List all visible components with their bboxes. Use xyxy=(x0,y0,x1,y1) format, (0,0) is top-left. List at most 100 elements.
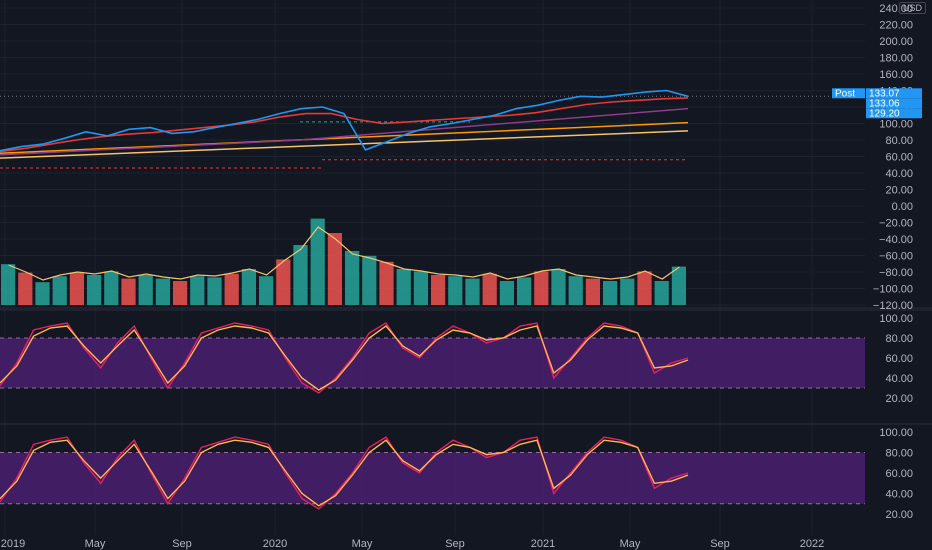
stoch1-tick-label: 60.00 xyxy=(885,353,913,365)
stoch2-tick-label: 80.00 xyxy=(885,448,913,460)
volume-bar xyxy=(534,271,549,305)
volume-bar xyxy=(155,278,170,305)
volume-bar xyxy=(362,255,377,305)
stochastic-pane-1[interactable] xyxy=(0,322,865,394)
volume-average-line xyxy=(8,226,680,281)
stochastic-d-line xyxy=(0,439,689,507)
moving-average-purple xyxy=(0,107,689,156)
volume-bar xyxy=(18,272,33,305)
price-tick-label: 160.00 xyxy=(879,69,913,81)
volume-bar xyxy=(654,281,669,305)
price-tick-label: 80.00 xyxy=(885,135,913,147)
volume-bar xyxy=(52,276,67,305)
price-tick-label: 0.00 xyxy=(892,201,913,213)
stochastic-d-line xyxy=(0,325,689,391)
post-label: Post xyxy=(835,88,855,99)
time-tick-label: May xyxy=(352,538,373,550)
time-tick-label: 2019 xyxy=(1,538,25,550)
volume-bar xyxy=(671,266,686,305)
volume-bar xyxy=(551,269,566,305)
volume-bar xyxy=(1,264,16,305)
time-tick-label: Sep xyxy=(172,538,192,550)
volume-bar xyxy=(603,281,618,305)
volume-bar xyxy=(448,276,463,305)
price-tick-label: −60.00 xyxy=(879,251,913,263)
volume-bar xyxy=(69,272,84,305)
volume-bar xyxy=(396,269,411,305)
volume-bar xyxy=(499,281,514,305)
price-line xyxy=(0,89,689,152)
volume-bar xyxy=(87,275,102,305)
price-tick-label: −100.00 xyxy=(873,284,913,296)
price-tick-label: 40.00 xyxy=(885,168,913,180)
volume-bar xyxy=(241,269,256,305)
volume-bar xyxy=(138,275,153,305)
moving-average-yellow xyxy=(0,130,689,159)
time-tick-label: 2022 xyxy=(800,538,824,550)
volume-bar xyxy=(379,261,394,305)
price-tick-label: −80.00 xyxy=(879,267,913,279)
volume-bar xyxy=(276,259,291,305)
volume-pane[interactable] xyxy=(1,218,686,305)
stoch2-tick-label: 100.00 xyxy=(879,427,913,439)
volume-bar xyxy=(585,278,600,305)
volume-bar xyxy=(465,278,480,305)
volume-bar xyxy=(104,271,119,305)
volume-bar xyxy=(620,278,635,305)
volume-bar xyxy=(121,278,136,305)
volume-bar xyxy=(327,233,342,305)
volume-bar xyxy=(259,276,274,305)
currency-label[interactable]: USD xyxy=(898,2,926,14)
volume-bar xyxy=(173,281,188,305)
volume-bar xyxy=(413,271,428,305)
ma-price-value: 129.20 xyxy=(869,108,900,119)
last-price-badge xyxy=(866,98,922,109)
price-tick-label: 100.00 xyxy=(879,119,913,131)
stochastic-k-line xyxy=(0,436,689,510)
stoch2-tick-label: 60.00 xyxy=(885,468,913,480)
price-tick-label: 20.00 xyxy=(885,185,913,197)
price-pane[interactable] xyxy=(0,89,865,169)
ma-price-badge xyxy=(866,108,922,119)
time-tick-label: May xyxy=(85,538,106,550)
time-tick-label: 2021 xyxy=(531,538,555,550)
stochastic-k-line xyxy=(0,322,689,394)
volume-bar xyxy=(310,218,325,305)
stoch1-tick-label: 80.00 xyxy=(885,333,913,345)
stoch2-tick-label: 20.00 xyxy=(885,509,913,521)
stoch1-tick-label: 40.00 xyxy=(885,373,913,385)
time-axis[interactable]: 2019 May Sep 2020 May Sep 2021 May Sep 2022 xyxy=(1,538,824,550)
time-tick-label: Sep xyxy=(710,538,730,550)
volume-bar xyxy=(482,273,497,305)
stoch1-tick-label: 20.00 xyxy=(885,393,913,405)
post-price-value: 133.07 xyxy=(869,88,900,99)
volume-bar xyxy=(568,276,583,305)
volume-bar xyxy=(293,245,308,305)
moving-average-orange xyxy=(0,121,689,154)
price-tick-label: 220.00 xyxy=(879,20,913,32)
price-tick-label: −20.00 xyxy=(879,218,913,230)
last-price-value: 133.06 xyxy=(869,98,900,109)
volume-bar xyxy=(224,273,239,305)
overbought-oversold-band xyxy=(0,452,865,504)
volume-bar xyxy=(431,275,446,305)
stochastic-pane-2[interactable] xyxy=(0,436,865,510)
time-tick-label: 2020 xyxy=(263,538,287,550)
volume-bar xyxy=(637,271,652,305)
volume-bar xyxy=(190,276,205,305)
volume-bar xyxy=(35,282,50,305)
volume-bar xyxy=(345,251,360,305)
post-label-box xyxy=(832,88,865,99)
price-tick-label: 200.00 xyxy=(879,36,913,48)
moving-average-red xyxy=(0,97,689,153)
price-tick-label: −40.00 xyxy=(879,234,913,246)
overbought-oversold-band xyxy=(0,338,865,388)
stoch1-tick-label: 100.00 xyxy=(879,313,913,325)
stoch2-tick-label: 40.00 xyxy=(885,489,913,501)
price-tick-label: 240.00 xyxy=(879,3,913,15)
price-tick-label: −120.00 xyxy=(873,300,913,312)
volume-bar xyxy=(517,277,532,305)
volume-bar xyxy=(207,277,222,305)
